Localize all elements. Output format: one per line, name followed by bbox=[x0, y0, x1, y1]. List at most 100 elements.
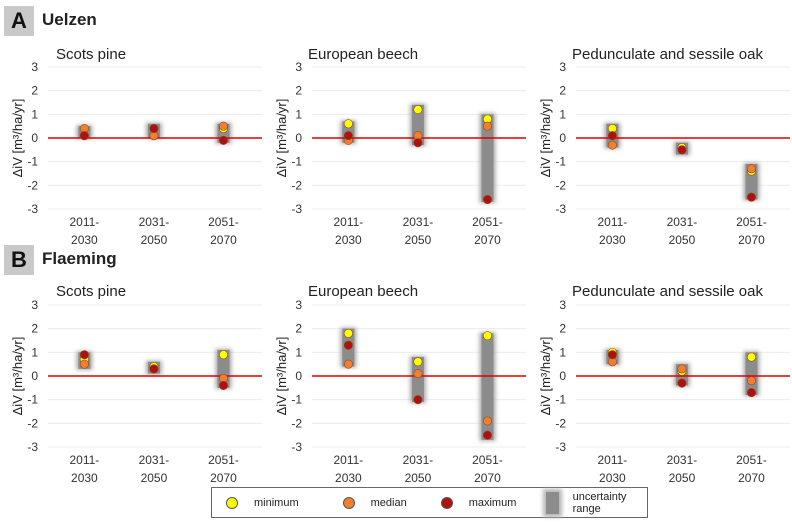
maximum-point bbox=[343, 131, 353, 141]
y-tick-label: -2 bbox=[291, 178, 302, 192]
median-point bbox=[482, 121, 492, 131]
legend-minimum-marker bbox=[226, 496, 238, 509]
y-tick-label: 3 bbox=[559, 60, 566, 74]
maximum-point bbox=[343, 340, 353, 350]
uncertainty-range-bar bbox=[411, 357, 424, 403]
x-category-label: 2030 bbox=[335, 233, 362, 247]
median-point bbox=[746, 164, 756, 174]
y-tick-label: 2 bbox=[559, 84, 566, 98]
y-tick-label: 2 bbox=[31, 84, 38, 98]
x-category-label: 2030 bbox=[71, 233, 98, 247]
x-category-label: 2051- bbox=[208, 453, 239, 467]
uncertainty-range-bar bbox=[481, 333, 494, 440]
maximum-point bbox=[482, 430, 492, 440]
y-axis-label: ΔiV [m³/ha/yr] bbox=[274, 99, 289, 178]
y-tick-label: -2 bbox=[27, 178, 38, 192]
median-point bbox=[413, 369, 423, 379]
y-tick-label: -3 bbox=[27, 440, 38, 454]
minimum-point bbox=[746, 352, 756, 362]
maximum-point bbox=[413, 138, 423, 148]
x-category-label: 2011- bbox=[597, 453, 627, 467]
chart-b-oak: 3 2 1 0 -1 -2 -3 ΔiV [m³/ha/yr] 2011- 2030 2031- 20… bbox=[538, 298, 790, 485]
y-tick-label: 0 bbox=[31, 131, 38, 145]
x-category-label: 2051- bbox=[472, 453, 503, 467]
y-tick-label: -1 bbox=[27, 393, 38, 407]
y-tick-label: 0 bbox=[559, 369, 566, 383]
median-point bbox=[746, 376, 756, 386]
median-point bbox=[677, 364, 687, 374]
y-axis-label: ΔiV [m³/ha/yr] bbox=[538, 99, 553, 178]
chart-title-a-pine: Scots pine bbox=[56, 46, 127, 63]
x-category-label: 2011- bbox=[333, 453, 363, 467]
x-category-label: 2070 bbox=[738, 233, 765, 247]
y-tick-label: 0 bbox=[559, 131, 566, 145]
y-tick-label: -2 bbox=[555, 416, 566, 430]
x-category-label: 2050 bbox=[669, 471, 696, 485]
x-category-label: 2031- bbox=[139, 215, 170, 229]
maximum-point bbox=[218, 135, 228, 145]
x-category-label: 2070 bbox=[738, 471, 765, 485]
minimum-point bbox=[413, 357, 423, 367]
minimum-point bbox=[343, 328, 353, 338]
y-tick-label: -2 bbox=[555, 178, 566, 192]
x-category-label: 2011- bbox=[333, 215, 363, 229]
legend-range-label: uncertainty range bbox=[572, 490, 627, 515]
x-category-label: 2031- bbox=[667, 215, 698, 229]
maximum-point bbox=[482, 195, 492, 205]
y-tick-label: -1 bbox=[291, 393, 302, 407]
uncertainty-range-bar bbox=[481, 114, 494, 202]
chart-title-b-beech: European beech bbox=[308, 283, 419, 300]
maximum-point bbox=[79, 131, 89, 141]
chart-a-european-beech: 3 2 1 0 -1 -2 -3 ΔiV [m³/ha/yr] 2011- 2030 2031- 20… bbox=[274, 60, 526, 247]
x-category-label: 2051- bbox=[472, 215, 503, 229]
chart-title-a-beech: European beech bbox=[308, 46, 419, 63]
section-a-title: Uelzen bbox=[42, 10, 97, 29]
legend-item-uncertainty-range: uncertainty range bbox=[546, 491, 647, 515]
x-category-label: 2031- bbox=[403, 453, 434, 467]
y-tick-label: 1 bbox=[295, 345, 302, 359]
y-tick-label: 0 bbox=[295, 369, 302, 383]
x-category-label: 2051- bbox=[736, 453, 767, 467]
x-category-label: 2070 bbox=[474, 471, 501, 485]
x-category-label: 2030 bbox=[599, 471, 626, 485]
median-point bbox=[218, 121, 228, 131]
legend-range-marker bbox=[546, 491, 559, 514]
y-tick-label: -3 bbox=[27, 202, 38, 216]
y-tick-label: 3 bbox=[31, 298, 38, 312]
y-axis-label: ΔiV [m³/ha/yr] bbox=[538, 337, 553, 416]
minimum-point bbox=[413, 105, 423, 115]
uncertainty-range-bar bbox=[745, 352, 758, 395]
chart-title-a-oak: Pedunculate and sessile oak bbox=[572, 46, 763, 63]
x-category-label: 2050 bbox=[141, 233, 168, 247]
y-tick-label: -3 bbox=[291, 440, 302, 454]
y-tick-label: -1 bbox=[555, 155, 566, 169]
x-category-label: 2031- bbox=[403, 215, 434, 229]
x-category-label: 2070 bbox=[210, 233, 237, 247]
y-tick-label: 1 bbox=[31, 345, 38, 359]
legend-item-median: median bbox=[342, 496, 407, 509]
y-axis-label: ΔiV [m³/ha/yr] bbox=[10, 337, 25, 416]
median-point bbox=[607, 140, 617, 150]
x-category-label: 2051- bbox=[208, 215, 239, 229]
chart-a-oak: 3 2 1 0 -1 -2 -3 ΔiV [m³/ha/yr] 2011- 2030 2031- 20… bbox=[538, 60, 790, 247]
x-category-label: 2031- bbox=[139, 453, 170, 467]
y-tick-label: -2 bbox=[27, 416, 38, 430]
x-category-label: 2030 bbox=[335, 471, 362, 485]
maximum-point bbox=[79, 350, 89, 360]
x-category-label: 2070 bbox=[474, 233, 501, 247]
y-axis-label: ΔiV [m³/ha/yr] bbox=[274, 337, 289, 416]
section-b-badge: B bbox=[4, 245, 34, 275]
maximum-point bbox=[677, 378, 687, 388]
minimum-point bbox=[482, 331, 492, 341]
x-category-label: 2051- bbox=[736, 215, 767, 229]
section-b-title: Flaeming bbox=[42, 249, 117, 268]
y-tick-label: -1 bbox=[291, 155, 302, 169]
y-tick-label: 0 bbox=[295, 131, 302, 145]
y-tick-label: 0 bbox=[31, 369, 38, 383]
x-category-label: 2050 bbox=[405, 471, 432, 485]
x-category-label: 2031- bbox=[667, 453, 698, 467]
x-category-label: 2030 bbox=[71, 471, 98, 485]
minimum-point bbox=[218, 350, 228, 360]
x-category-label: 2030 bbox=[599, 233, 626, 247]
x-category-label: 2070 bbox=[210, 471, 237, 485]
